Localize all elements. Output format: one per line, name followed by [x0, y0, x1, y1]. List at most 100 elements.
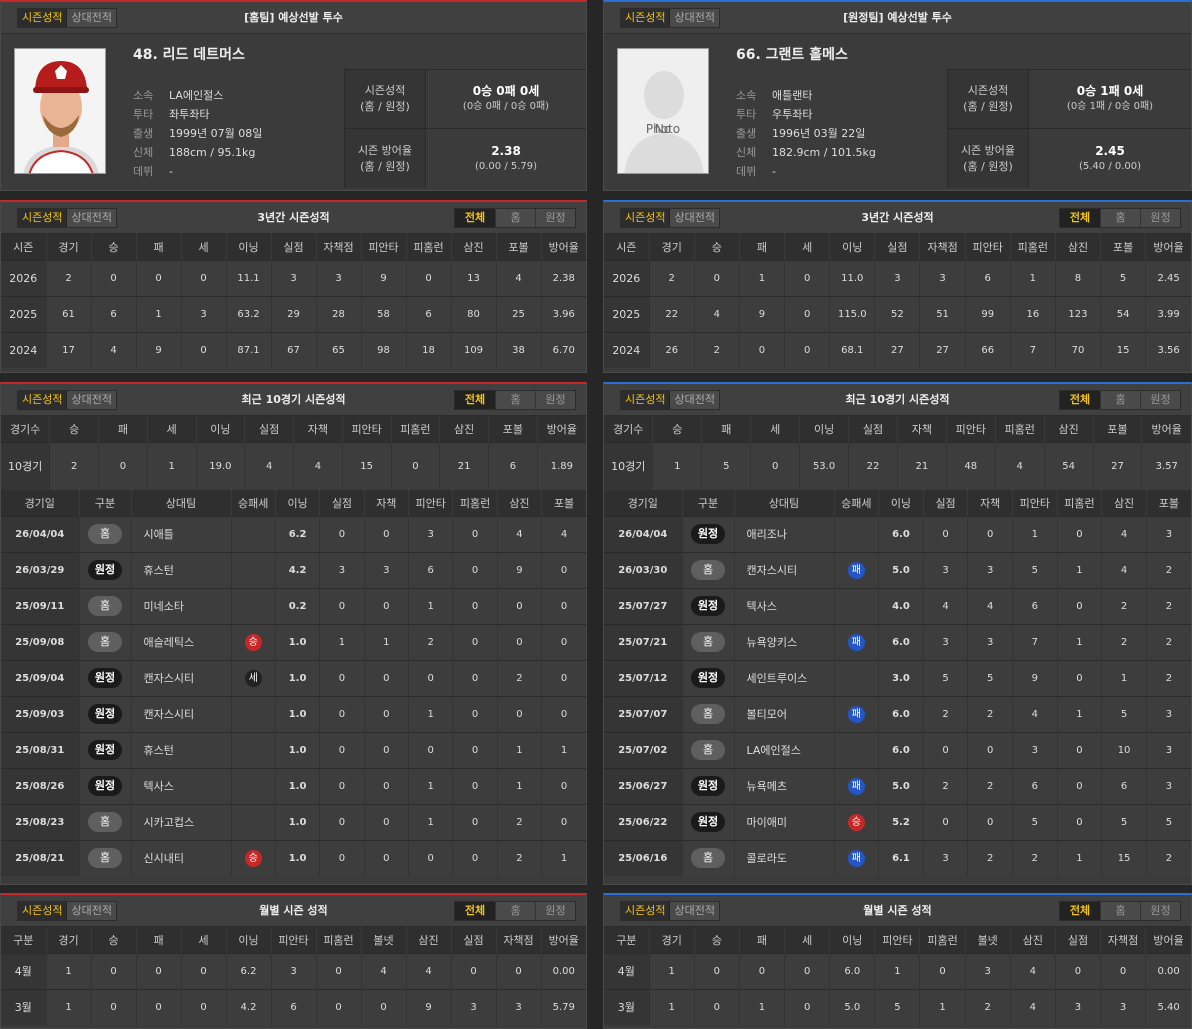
tab-head-to-head[interactable]: 상대전적	[674, 904, 715, 917]
opponent-team[interactable]: 휴스턴	[131, 551, 232, 588]
tab-season-stats[interactable]: 시즌성적	[621, 9, 671, 27]
stat-cell: 2	[965, 988, 1011, 1025]
filter-home[interactable]: 홈	[1100, 391, 1140, 409]
tab-season-stats[interactable]: 시즌성적	[18, 902, 68, 920]
game-row[interactable]: 25/07/27 원정 텍사스 4.0 4 4 6 0 2 2	[604, 587, 1191, 624]
opponent-team[interactable]: 애리조나	[734, 515, 835, 552]
opponent-team[interactable]: 텍사스	[734, 587, 835, 624]
filter-away[interactable]: 원정	[1140, 209, 1180, 227]
game-row[interactable]: 25/09/08 홈 애슬레틱스 승 1.0 1 1 2 0 0 0	[1, 623, 586, 660]
filter-home[interactable]: 홈	[1100, 209, 1140, 227]
tab-season-stats[interactable]: 시즌성적	[621, 902, 671, 920]
opponent-team[interactable]: 휴스턴	[131, 731, 232, 768]
opponent-team[interactable]: 미네소타	[131, 587, 232, 624]
filter-away[interactable]: 원정	[1140, 902, 1180, 920]
filter-home[interactable]: 홈	[495, 391, 535, 409]
stat-cell: 3	[923, 551, 969, 588]
opponent-team[interactable]: 신시내티	[131, 839, 232, 876]
game-row[interactable]: 25/07/12 원정 세인트루이스 3.0 5 5 9 0 1 2	[604, 659, 1191, 696]
tab-head-to-head[interactable]: 상대전적	[71, 904, 112, 917]
game-row[interactable]: 25/07/07 홈 볼티모어 패 6.0 2 2 4 1 5 3	[604, 695, 1191, 732]
tab-head-to-head[interactable]: 상대전적	[674, 11, 715, 24]
opponent-team[interactable]: 캔자스시티	[131, 695, 232, 732]
opponent-team[interactable]: 캔자스시티	[131, 659, 232, 696]
filter-all[interactable]: 전체	[455, 391, 495, 409]
opponent-team[interactable]: 뉴욕메츠	[734, 767, 835, 804]
column-header: 이닝	[829, 234, 876, 260]
filter-away[interactable]: 원정	[535, 209, 575, 227]
stat-cell: 1	[649, 952, 695, 989]
stat-cell: 4	[361, 952, 407, 989]
game-row[interactable]: 25/08/23 홈 시카고컵스 1.0 0 0 1 0 2 0	[1, 803, 586, 840]
stat-cell: 2	[497, 659, 543, 696]
filter-away[interactable]: 원정	[535, 391, 575, 409]
stat-cell: 63.2	[226, 295, 272, 332]
stat-cell: 0	[452, 839, 498, 876]
filter-home[interactable]: 홈	[1100, 902, 1140, 920]
game-row[interactable]: 25/08/26 원정 텍사스 1.0 0 0 1 0 1 0	[1, 767, 586, 804]
filter-all[interactable]: 전체	[1060, 902, 1100, 920]
tab-season-stats[interactable]: 시즌성적	[18, 209, 68, 227]
game-row[interactable]: 25/06/16 홈 콜로라도 패 6.1 3 2 2 1 15 2	[604, 839, 1191, 876]
filter-away[interactable]: 원정	[1140, 391, 1180, 409]
game-row[interactable]: 26/03/29 원정 휴스턴 4.2 3 3 6 0 9 0	[1, 551, 586, 588]
game-row[interactable]: 25/09/04 원정 캔자스시티 세 1.0 0 0 0 0 2 0	[1, 659, 586, 696]
tab-season-stats[interactable]: 시즌성적	[621, 209, 671, 227]
tab-head-to-head[interactable]: 상대전적	[71, 393, 112, 406]
three-year-table: 시즌 경기 승 패 세 이닝 실점 자책점 피안타 피홈런 삼진 포볼 방어율 2026 2 0 1 0 11.0 3…	[604, 234, 1191, 368]
filter-home[interactable]: 홈	[495, 209, 535, 227]
opponent-team[interactable]: 텍사스	[131, 767, 232, 804]
location-badge: 원정	[88, 668, 122, 688]
game-row[interactable]: 25/07/02 홈 LA에인절스 6.0 0 0 3 0 10 3	[604, 731, 1191, 768]
stat-cell: 0	[784, 952, 831, 989]
tab-head-to-head[interactable]: 상대전적	[71, 211, 112, 224]
column-header: 경기수	[1, 416, 51, 442]
filter-all[interactable]: 전체	[455, 902, 495, 920]
column-header: 경기	[649, 927, 695, 953]
game-row[interactable]: 25/06/27 원정 뉴욕메츠 패 5.0 2 2 6 0 6 3	[604, 767, 1191, 804]
game-row[interactable]: 25/08/31 원정 휴스턴 1.0 0 0 0 0 1 1	[1, 731, 586, 768]
opponent-team[interactable]: 마이애미	[734, 803, 835, 840]
tab-season-stats[interactable]: 시즌성적	[18, 9, 68, 27]
stat-cell: 123	[1055, 295, 1102, 332]
game-row[interactable]: 26/03/30 홈 캔자스시티 패 5.0 3 3 5 1 4 2	[604, 551, 1191, 588]
stat-cell: 4월	[604, 952, 650, 989]
game-row[interactable]: 25/06/22 원정 마이애미 승 5.2 0 0 5 0 5 5	[604, 803, 1191, 840]
opponent-team[interactable]: 볼티모어	[734, 695, 835, 732]
stat-cell: 5	[701, 441, 752, 490]
stat-cell: 0	[1055, 952, 1102, 989]
tab-head-to-head[interactable]: 상대전적	[674, 211, 715, 224]
stat-cell: 3	[967, 551, 1013, 588]
game-row[interactable]: 25/07/21 홈 뉴욕양키스 패 6.0 3 3 7 1 2 2	[604, 623, 1191, 660]
opponent-team[interactable]: 시카고컵스	[131, 803, 232, 840]
opponent-team[interactable]: 애슬레틱스	[131, 623, 232, 660]
tab-season-stats[interactable]: 시즌성적	[621, 391, 671, 409]
filter-all[interactable]: 전체	[1060, 209, 1100, 227]
game-row[interactable]: 26/04/04 홈 시애틀 6.2 0 0 3 0 4 4	[1, 515, 586, 552]
opponent-team[interactable]: 시애틀	[131, 515, 232, 552]
opponent-team[interactable]: LA에인절스	[734, 731, 835, 768]
opponent-team[interactable]: 캔자스시티	[734, 551, 835, 588]
stat-cell: 7	[1010, 331, 1056, 368]
column-header: 방어율	[541, 234, 586, 260]
filter-home[interactable]: 홈	[495, 902, 535, 920]
opponent-team[interactable]: 뉴욕양키스	[734, 623, 835, 660]
tab-head-to-head[interactable]: 상대전적	[674, 393, 715, 406]
column-header: 방어율	[1141, 416, 1191, 442]
tab-head-to-head[interactable]: 상대전적	[71, 11, 112, 24]
filter-away[interactable]: 원정	[535, 902, 575, 920]
game-row[interactable]: 26/04/04 원정 애리조나 6.0 0 0 1 0 4 3	[604, 515, 1191, 552]
opponent-team[interactable]: 세인트루이스	[734, 659, 835, 696]
filter-all[interactable]: 전체	[1060, 391, 1100, 409]
game-row[interactable]: 25/09/11 홈 미네소타 0.2 0 0 1 0 0 0	[1, 587, 586, 624]
game-date: 25/08/23	[1, 803, 80, 840]
stat-cell: 2026	[604, 259, 650, 296]
stat-cell: 4	[967, 587, 1013, 624]
opponent-team[interactable]: 콜로라도	[734, 839, 835, 876]
game-row[interactable]: 25/08/21 홈 신시내티 승 1.0 0 0 0 0 2 1	[1, 839, 586, 876]
filter-all[interactable]: 전체	[455, 209, 495, 227]
stat-cell: 0	[694, 988, 740, 1025]
tab-season-stats[interactable]: 시즌성적	[18, 391, 68, 409]
game-row[interactable]: 25/09/03 원정 캔자스시티 1.0 0 0 1 0 0 0	[1, 695, 586, 732]
stat-cell: 3	[1146, 515, 1191, 552]
